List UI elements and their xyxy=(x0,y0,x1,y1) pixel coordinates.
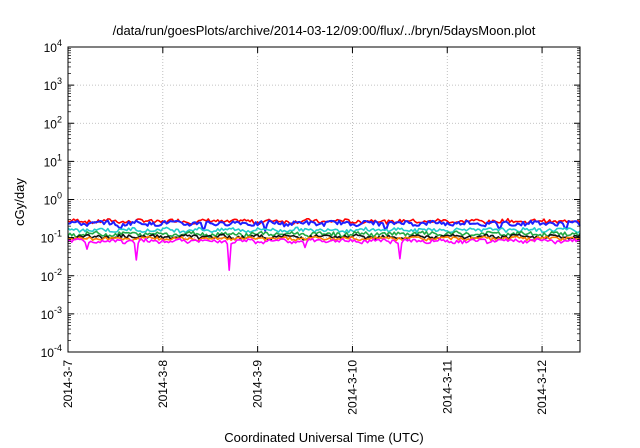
x-axis-label: Coordinated Universal Time (UTC) xyxy=(224,430,423,445)
series-line-7 xyxy=(67,237,581,272)
y-tick-label: 100 xyxy=(44,191,62,208)
y-axis-ticks: 10-4 10-3 10-2 10-1 100 101 102 103 104 xyxy=(41,38,580,360)
x-tick-label: 2014-3-8 xyxy=(156,360,170,408)
y-tick-label: 104 xyxy=(44,38,62,55)
chart-title: /data/run/goesPlots/archive/2014-03-12/0… xyxy=(113,23,536,38)
series-line-5 xyxy=(67,233,581,241)
series-line-4 xyxy=(67,230,581,238)
x-tick-label: 2014-3-12 xyxy=(535,360,549,415)
x-tick-label: 2014-3-7 xyxy=(61,360,75,408)
y-tick-label: 10-1 xyxy=(41,229,62,246)
y-tick-label: 10-4 xyxy=(41,343,62,360)
y-tick-label: 101 xyxy=(44,152,62,169)
x-tick-label: 2014-3-11 xyxy=(440,360,454,414)
series-line-6 xyxy=(67,235,581,242)
x-tick-label: 2014-3-10 xyxy=(345,360,359,415)
y-tick-label: 10-2 xyxy=(41,267,62,284)
series-line-3 xyxy=(67,226,581,234)
grid-lines xyxy=(68,47,580,352)
y-tick-label: 103 xyxy=(44,76,62,93)
x-tick-label: 2014-3-9 xyxy=(251,360,265,408)
data-series xyxy=(67,217,581,272)
y-axis-label: cGy/day xyxy=(12,178,27,226)
series-line-2 xyxy=(67,219,581,232)
x-axis-ticks: 2014-3-7 2014-3-8 2014-3-9 2014-3-10 2014-3-… xyxy=(61,47,549,415)
y-tick-label: 10-3 xyxy=(41,305,62,322)
y-tick-label: 102 xyxy=(44,114,62,131)
